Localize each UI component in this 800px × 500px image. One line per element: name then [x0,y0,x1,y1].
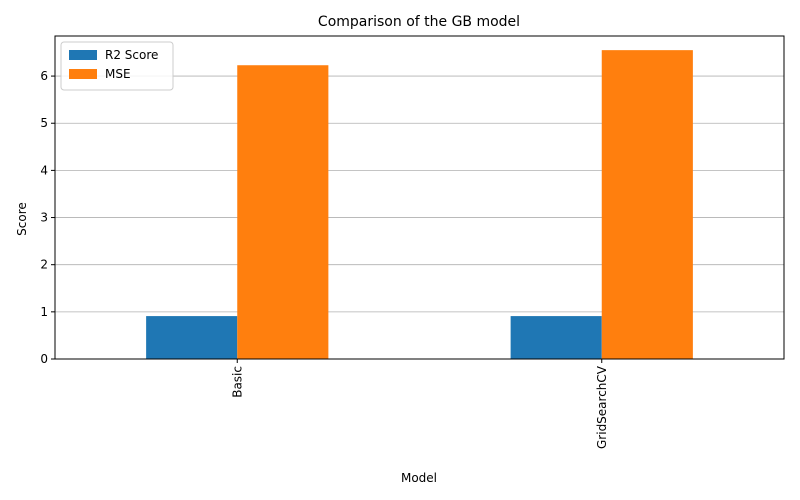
legend-label: R2 Score [105,48,158,62]
bars [146,50,693,359]
legend: R2 Score MSE [60,41,174,91]
y-tick-label: 5 [40,116,48,130]
legend-swatch [69,50,97,60]
chart-title: Comparison of the GB model [318,14,520,30]
axes-frame [54,35,785,360]
y-tick-label: 4 [40,163,48,177]
legend-swatch [69,69,97,79]
legend-label: MSE [105,67,131,81]
bar-mse-basic [237,65,329,359]
y-axis-label: Score [15,202,29,236]
x-tick-label: GridSearchCV [595,365,609,449]
bar-r2-score-basic [146,316,238,359]
x-tick-label: Basic [230,366,244,398]
x-axis-label: Model [401,471,437,485]
y-tick-label: 2 [40,258,48,272]
y-axis-ticks: 0 1 2 3 4 5 6 [40,69,55,366]
bar-mse-gridsearchcv [601,50,693,359]
y-tick-label: 1 [40,305,48,319]
x-axis-ticks: Basic GridSearchCV [230,359,609,449]
y-tick-label: 0 [40,352,48,366]
bar-r2-score-gridsearchcv [510,316,602,359]
y-tick-label: 6 [40,69,48,83]
y-tick-label: 3 [40,211,48,225]
